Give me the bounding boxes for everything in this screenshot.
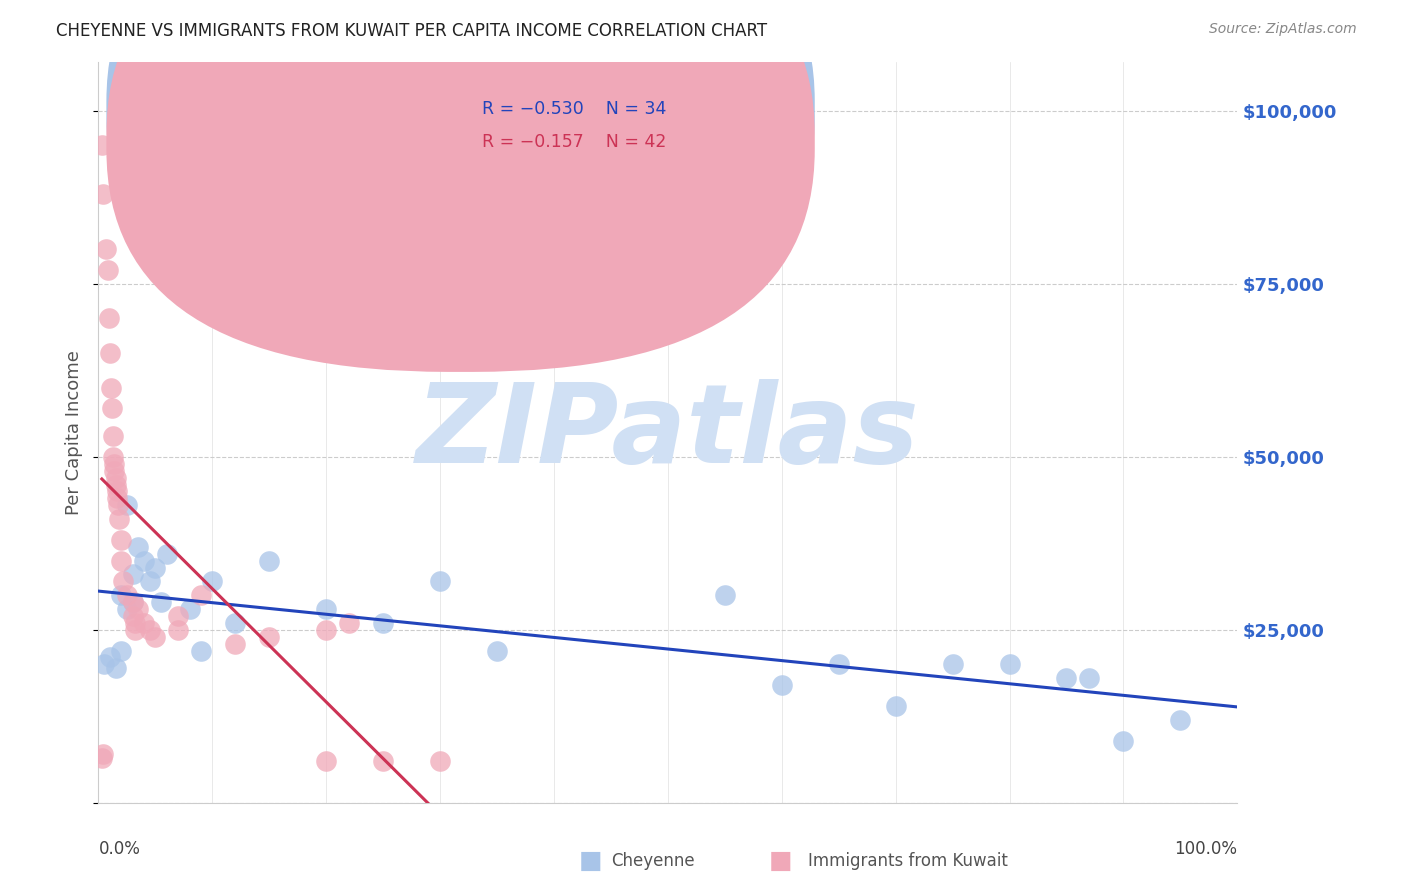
Text: ZIPatlas: ZIPatlas (416, 379, 920, 486)
Point (167, 609, 190, 624)
Text: R = −0.530    N = 34: R = −0.530 N = 34 (482, 100, 666, 118)
Point (371, 615, 394, 630)
Point (770, 678, 793, 692)
Point (156, 547, 179, 561)
Y-axis label: Per Capita Income: Per Capita Income (65, 351, 83, 515)
Point (110, 554, 132, 568)
Text: 100.0%: 100.0% (1174, 840, 1237, 858)
Point (104, 661, 127, 675)
Point (371, 754, 394, 768)
Point (112, 574, 135, 589)
Point (145, 630, 167, 644)
Text: CHEYENNE VS IMMIGRANTS FROM KUWAIT PER CAPITA INCOME CORRELATION CHART: CHEYENNE VS IMMIGRANTS FROM KUWAIT PER C… (56, 22, 768, 40)
Text: ■: ■ (769, 849, 792, 872)
Point (145, 560, 167, 574)
Point (259, 630, 281, 644)
Point (942, 657, 965, 672)
Point (486, 643, 509, 657)
Point (1170, 713, 1192, 727)
Point (110, 588, 132, 602)
Point (124, 623, 146, 637)
Point (132, 554, 155, 568)
FancyBboxPatch shape (107, 0, 814, 372)
FancyBboxPatch shape (107, 0, 814, 339)
Text: Immigrants from Kuwait: Immigrants from Kuwait (808, 852, 1008, 870)
Point (127, 602, 149, 616)
Point (93, 657, 115, 672)
Point (150, 595, 173, 609)
Point (90, 138, 112, 153)
Point (104, 470, 127, 484)
Point (315, 754, 337, 768)
FancyBboxPatch shape (434, 81, 702, 166)
Point (138, 574, 160, 589)
Point (1078, 671, 1101, 685)
Point (107, 498, 129, 512)
Point (100, 381, 122, 395)
Point (124, 615, 146, 630)
Point (1054, 671, 1078, 685)
Point (190, 643, 212, 657)
Point (103, 457, 125, 471)
Point (1112, 733, 1135, 747)
Point (224, 637, 246, 651)
Point (190, 588, 212, 602)
Point (201, 574, 224, 589)
Point (429, 574, 451, 589)
Point (121, 609, 143, 624)
Point (105, 491, 128, 506)
Point (103, 450, 125, 464)
Point (224, 615, 246, 630)
Point (121, 595, 143, 609)
Point (103, 429, 125, 443)
Point (96, 242, 118, 256)
Point (110, 533, 132, 547)
Point (714, 588, 737, 602)
Point (108, 512, 131, 526)
Point (115, 588, 138, 602)
Point (115, 602, 138, 616)
Point (121, 595, 143, 609)
Text: Cheyenne: Cheyenne (612, 852, 695, 870)
Point (90, 751, 112, 765)
Point (104, 477, 127, 491)
Point (138, 623, 160, 637)
Point (259, 554, 281, 568)
Point (132, 615, 155, 630)
Point (103, 464, 125, 478)
Point (105, 484, 128, 499)
Point (110, 643, 132, 657)
Point (91, 186, 114, 201)
Point (127, 540, 149, 554)
Point (884, 698, 907, 713)
Point (101, 401, 124, 416)
Text: ■: ■ (579, 849, 602, 872)
Point (97, 311, 120, 326)
Point (91, 747, 114, 762)
Point (828, 657, 851, 672)
Point (98, 346, 121, 360)
Point (429, 754, 451, 768)
Point (337, 615, 360, 630)
Point (98, 650, 121, 665)
Point (315, 623, 337, 637)
Point (115, 498, 138, 512)
Text: 0.0%: 0.0% (98, 840, 141, 858)
Point (315, 602, 337, 616)
Text: R = −0.157    N = 42: R = −0.157 N = 42 (482, 133, 666, 151)
Text: Source: ZipAtlas.com: Source: ZipAtlas.com (1209, 22, 1357, 37)
Point (121, 567, 143, 582)
Point (998, 657, 1021, 672)
Point (179, 602, 201, 616)
Point (96, 263, 118, 277)
Point (167, 623, 190, 637)
